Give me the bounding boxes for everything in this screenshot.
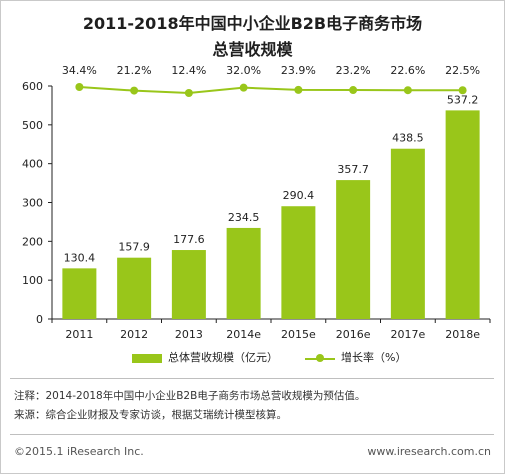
bar-value-label: 537.2 (447, 93, 479, 106)
growth-rate-point (75, 83, 84, 91)
x-tick-label: 2013 (175, 328, 203, 341)
growth-rate-label: 23.9% (281, 64, 316, 77)
x-tick-label: 2014e (226, 328, 261, 341)
footer-divider (10, 434, 494, 435)
bar-2017e (390, 148, 425, 319)
legend-item-bars: 总体营收规模（亿元） (132, 349, 278, 365)
chart-title-line2: 总营收规模 (212, 40, 293, 59)
bar-2013 (171, 250, 206, 319)
bar-value-label: 177.6 (173, 233, 205, 246)
bar-value-label: 357.7 (337, 163, 369, 176)
bar-value-label: 130.4 (64, 251, 96, 264)
bar-2014e (226, 227, 261, 319)
x-tick-label: 2016e (336, 328, 371, 341)
bar-2012 (117, 257, 152, 319)
legend-item-line: 增长率（%） (305, 349, 406, 365)
chart-title-line1: 2011-2018年中国中小企业B2B电子商务市场 (82, 14, 423, 33)
y-tick-label: 100 (22, 274, 43, 287)
growth-rate-label: 34.4% (62, 64, 97, 77)
growth-rate-point (349, 86, 358, 95)
bar-value-label: 438.5 (392, 132, 424, 145)
bar-2011 (62, 268, 97, 319)
notes-divider (10, 378, 494, 379)
y-tick-label: 600 (22, 80, 43, 93)
website-text: www.iresearch.com.cn (367, 445, 491, 458)
growth-rate-point (184, 89, 193, 97)
legend-bar-swatch (132, 353, 162, 363)
growth-rate-point (294, 85, 303, 94)
x-tick-label: 2012 (120, 328, 148, 341)
chart-legend: 总体营收规模（亿元） 增长率（%） (0, 349, 505, 365)
note-source: 来源：综合企业财报及专家访谈，根据艾瑞统计模型核算。 (14, 409, 287, 421)
bar-2018e (445, 110, 480, 320)
x-tick-label: 2015e (281, 328, 316, 341)
legend-line-swatch (305, 353, 335, 363)
growth-rate-label: 23.2% (336, 64, 371, 77)
y-tick-label: 400 (22, 158, 43, 171)
growth-rate-point (239, 83, 248, 92)
legend-bar-label: 总体营收规模（亿元） (168, 351, 278, 364)
bar-value-label: 234.5 (228, 211, 260, 224)
bar-2016e (336, 180, 371, 319)
y-tick-label: 300 (22, 197, 43, 210)
y-tick-label: 500 (22, 119, 43, 132)
copyright-text: ©2015.1 iResearch Inc. (14, 445, 144, 458)
legend-line-label: 增长率（%） (341, 351, 407, 364)
bar-value-label: 157.9 (118, 241, 150, 254)
growth-rate-label: 22.5% (445, 64, 480, 77)
y-tick-label: 200 (22, 235, 43, 248)
growth-rate-label: 32.0% (226, 64, 261, 77)
bar-2015e (281, 206, 316, 319)
bar-value-label: 290.4 (283, 189, 315, 202)
y-tick-label: 0 (36, 313, 43, 326)
growth-rate-point (458, 86, 467, 95)
growth-rate-point (403, 86, 412, 95)
growth-rate-label: 22.6% (390, 64, 425, 77)
x-tick-label: 2017e (390, 328, 425, 341)
x-tick-label: 2011 (65, 328, 93, 341)
growth-rate-label: 21.2% (117, 64, 152, 77)
note-estimate: 注释：2014-2018年中国中小企业B2B电子商务市场总营收规模为预估值。 (14, 390, 366, 402)
growth-rate-line (79, 86, 463, 95)
x-tick-label: 2018e (445, 328, 480, 341)
growth-rate-label: 12.4% (171, 64, 206, 77)
growth-rate-point (130, 86, 139, 95)
